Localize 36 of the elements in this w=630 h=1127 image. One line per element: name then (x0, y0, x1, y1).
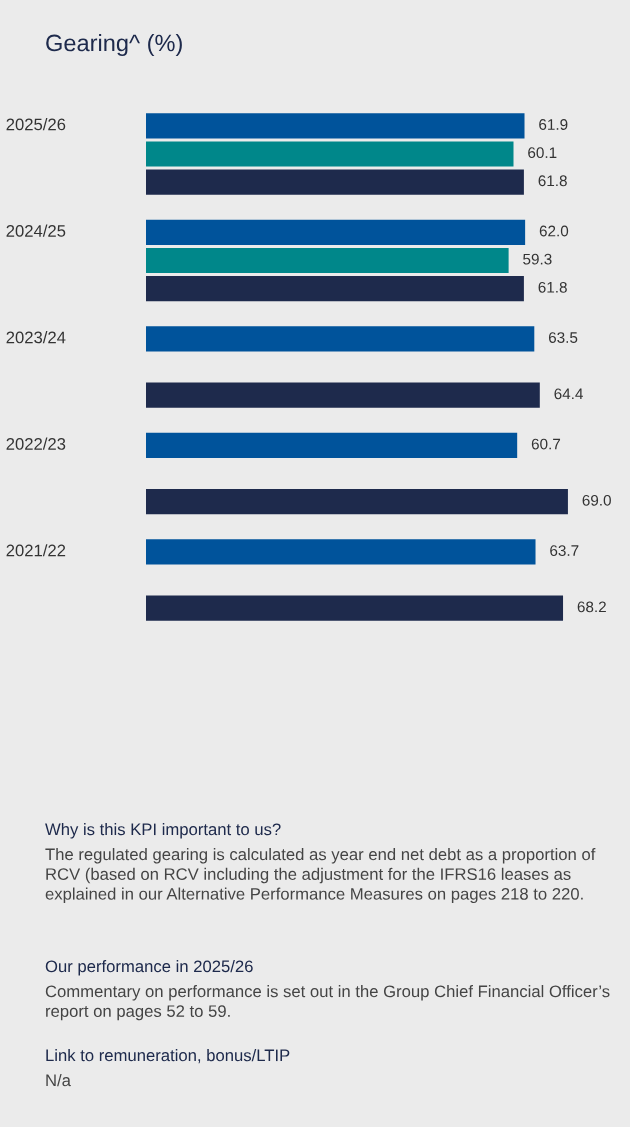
data-label: 61.8 (538, 175, 567, 187)
text: Our performance in 2025/26 (45, 960, 253, 976)
y-tick-label: 2025/26 (6, 118, 66, 131)
data-label: 59.3 (523, 253, 552, 265)
bar (146, 432, 518, 458)
text: The regulated gearing is calculated as year end net debt as a proportion of RCV (based on RCV including the adjustment for the IFRS16 leases as explained in our Alternative Performance Measures on pages 218 to 220. (45, 848, 596, 904)
text: Commentary on performance is set out in the Group Chief Financial Officer’s report on pages 52 to 59. (45, 985, 610, 1021)
data-label: 68.2 (577, 601, 606, 613)
bar (146, 113, 525, 139)
data-label: 63.5 (548, 332, 578, 343)
data-label: 62.0 (539, 225, 569, 237)
data-label: 63.7 (550, 545, 579, 556)
data-label: 61.9 (539, 119, 568, 130)
bar (146, 489, 568, 515)
bar (146, 539, 536, 565)
y-tick-label: 2021/22 (6, 544, 66, 557)
y-tick-label: 2024/25 (6, 224, 66, 237)
text: Link to remuneration, bonus/LTIP (46, 1049, 290, 1064)
data-label: 69.0 (582, 494, 611, 506)
bar (146, 141, 514, 167)
data-label: 60.7 (531, 438, 561, 450)
bar (146, 276, 524, 302)
bar (146, 382, 540, 408)
data-label: 60.1 (528, 147, 557, 159)
bar (146, 219, 526, 245)
bar (146, 595, 564, 621)
bar (146, 326, 535, 352)
text: N/a (46, 1074, 71, 1087)
y-tick-label: 2022/23 (6, 437, 66, 450)
y-tick-label: 2023/24 (6, 331, 66, 344)
chart-title: Gearing^ (%) (46, 34, 182, 56)
bar (146, 247, 509, 274)
text: Why is this KPI important to us? (45, 823, 281, 839)
data-label: 64.4 (554, 388, 583, 400)
bar (146, 169, 524, 195)
data-label: 61.8 (538, 281, 567, 293)
